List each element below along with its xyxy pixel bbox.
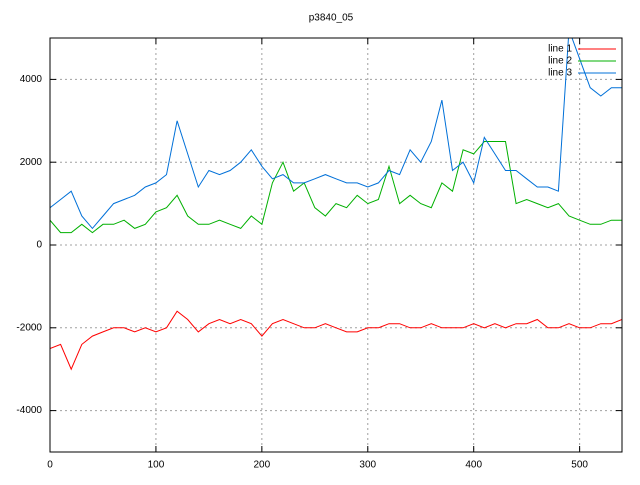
legend-label: line 2 <box>548 56 572 67</box>
y-tick-label: -2000 <box>16 322 42 333</box>
plot-frame <box>49 37 623 453</box>
y-tick-label: 0 <box>36 240 42 251</box>
x-tick-label: 100 <box>148 460 165 471</box>
x-tick-label: 500 <box>571 460 588 471</box>
data-line <box>50 310 622 371</box>
data-line <box>50 141 622 234</box>
data-line <box>50 38 622 230</box>
x-tick-label: 0 <box>47 460 53 471</box>
legend-label: line 1 <box>548 44 572 55</box>
y-tick-label: 2000 <box>20 157 43 168</box>
x-tick-label: 300 <box>359 460 376 471</box>
y-tick-label: 4000 <box>20 74 43 85</box>
x-tick-label: 200 <box>254 460 271 471</box>
legend-label: line 3 <box>548 68 572 79</box>
x-tick-label: 400 <box>465 460 482 471</box>
chart-title: p3840_05 <box>309 13 354 24</box>
y-tick-label: -4000 <box>16 405 42 416</box>
